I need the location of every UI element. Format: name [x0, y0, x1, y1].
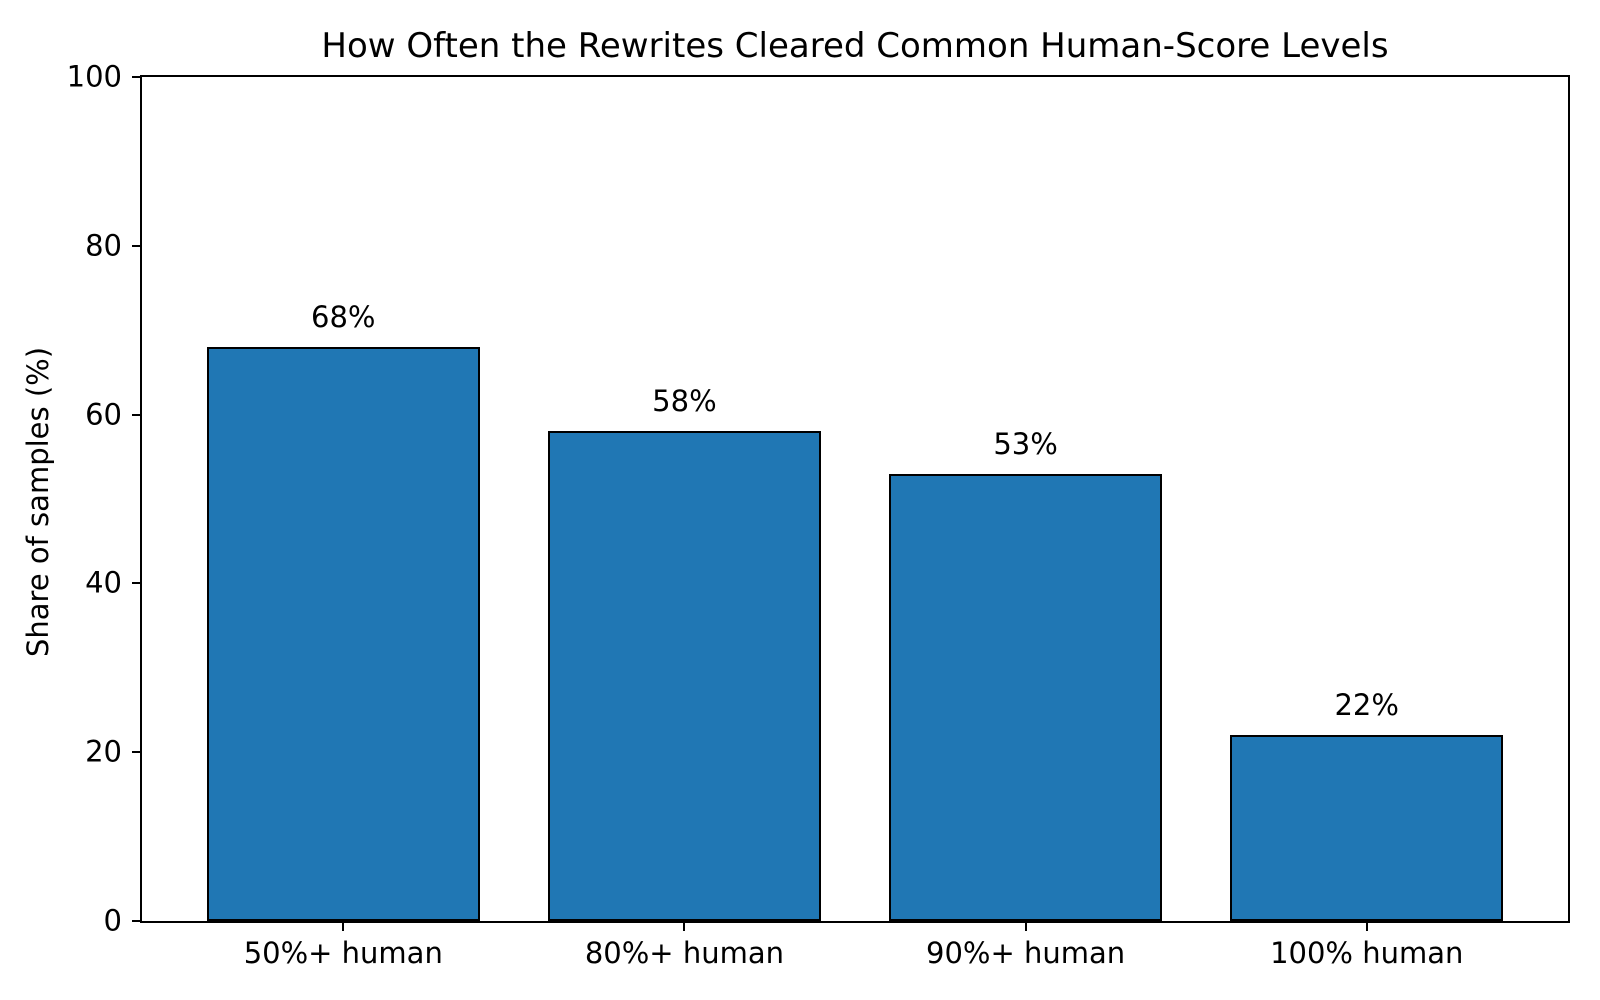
x-tick-label: 90%+ human — [925, 936, 1126, 970]
y-tick-mark — [132, 76, 142, 78]
x-tick-label: 50%+ human — [243, 936, 443, 970]
bar — [206, 347, 480, 921]
y-tick-label: 0 — [103, 903, 122, 938]
x-tick-mark — [1024, 921, 1027, 931]
y-tick-label: 80 — [85, 228, 122, 263]
x-tick-mark — [1365, 921, 1368, 931]
bar-value-label: 58% — [652, 384, 717, 419]
y-tick-label: 20 — [85, 734, 122, 769]
bar-value-label: 53% — [993, 426, 1058, 461]
bar-value-label: 22% — [1334, 688, 1399, 723]
y-tick-mark — [132, 244, 142, 247]
y-tick-mark — [132, 751, 142, 754]
bar — [889, 473, 1163, 921]
bar-group: 68% — [206, 77, 480, 921]
plot-area: 0 20 40 60 80 100 68% 50%+ human 58% 80%+ human 53… — [67, 62, 1570, 968]
bar-group: 58% — [547, 77, 821, 921]
bar — [1230, 735, 1504, 921]
bar-group: 53% — [889, 77, 1163, 921]
x-tick-label: 100% human — [1270, 936, 1464, 970]
y-tick-label: 100 — [66, 59, 122, 94]
bar-value-label: 68% — [311, 300, 376, 335]
x-tick-mark — [342, 921, 345, 931]
y-tick-label: 60 — [85, 397, 122, 432]
x-tick-mark — [683, 921, 686, 931]
y-axis-label: Share of samples (%) — [21, 346, 55, 658]
y-tick-mark — [132, 920, 142, 922]
bar — [547, 431, 821, 921]
bar-group: 22% — [1230, 77, 1504, 921]
y-tick-mark — [132, 413, 142, 416]
x-tick-label: 80%+ human — [584, 936, 784, 970]
y-tick-mark — [132, 582, 142, 585]
y-tick-label: 40 — [85, 565, 122, 600]
chart-title: How Often the Rewrites Cleared Common Hu… — [321, 26, 1389, 66]
